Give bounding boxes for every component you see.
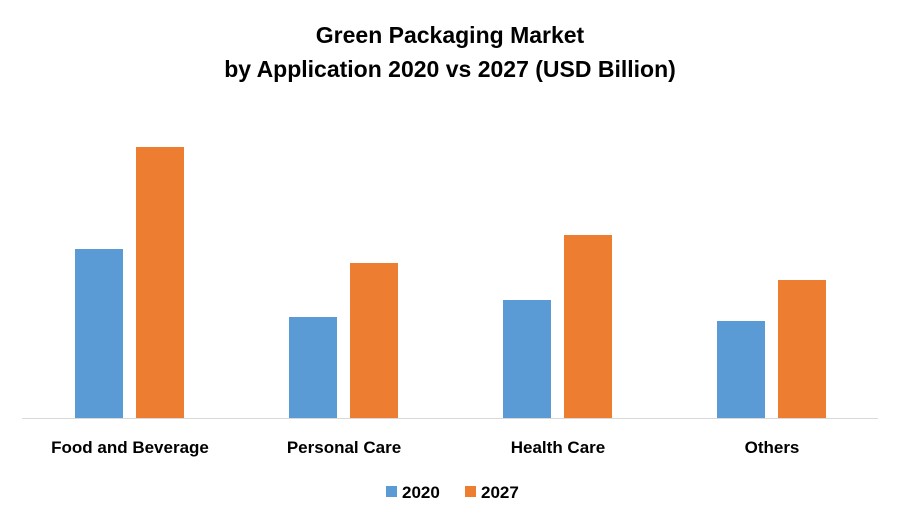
x-tick-label: Others <box>745 438 800 457</box>
legend-swatch-2020 <box>386 486 397 497</box>
chart-title: Green Packaging Market <box>315 22 585 48</box>
legend-label-2020: 2020 <box>402 483 440 502</box>
bar-2020-personal-care <box>289 317 337 418</box>
x-tick-label: Personal Care <box>287 438 401 457</box>
bar-2020-health-care <box>503 300 551 418</box>
bar-2020-food-and-beverage <box>75 249 123 418</box>
bar-2020-others <box>717 321 765 418</box>
legend-label-2027: 2027 <box>481 483 519 502</box>
x-tick-label: Health Care <box>511 438 605 457</box>
bar-2027-personal-care <box>350 263 398 418</box>
chart-subtitle: by Application 2020 vs 2027 (USD Billion… <box>224 56 676 82</box>
bar-2027-others <box>778 280 826 418</box>
x-tick-label: Food and Beverage <box>51 438 209 457</box>
legend-swatch-2027 <box>465 486 476 497</box>
bar-2027-health-care <box>564 235 612 418</box>
bar-2027-food-and-beverage <box>136 147 184 418</box>
